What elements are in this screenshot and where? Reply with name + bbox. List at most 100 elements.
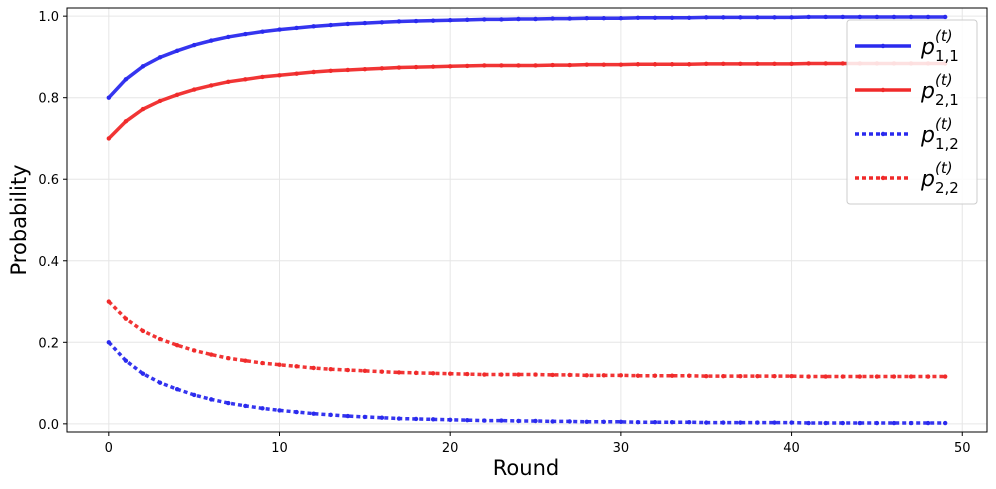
data-point: [516, 418, 521, 424]
x-axis-label: Round: [493, 456, 559, 480]
data-point: [704, 420, 709, 425]
data-point: [704, 61, 709, 67]
data-point: [157, 55, 163, 60]
data-point: [584, 373, 589, 378]
data-point: [447, 371, 453, 376]
data-point: [396, 19, 402, 24]
data-point: [447, 417, 453, 422]
data-point: [908, 420, 914, 426]
series-line: [107, 341, 946, 425]
data-point: [430, 64, 436, 69]
data-point: [857, 374, 863, 379]
data-point: [772, 15, 777, 20]
data-point: [823, 374, 828, 379]
data-point: [123, 119, 129, 124]
data-point: [840, 61, 845, 66]
data-point: [772, 373, 777, 379]
data-point: [806, 61, 811, 66]
data-point: [567, 16, 572, 21]
data-point: [294, 409, 299, 415]
data-point: [140, 64, 146, 69]
data-point: [755, 15, 760, 20]
data-point: [891, 14, 897, 20]
data-point: [550, 16, 555, 21]
data-point: [123, 358, 129, 363]
data-point: [465, 63, 470, 69]
data-point: [106, 299, 112, 304]
data-point: [277, 362, 282, 367]
data-point: [738, 61, 743, 67]
data-point: [499, 17, 504, 22]
series-line: [107, 61, 946, 140]
data-point: [328, 22, 333, 28]
data-point: [652, 15, 658, 20]
legend-marker: [880, 131, 886, 137]
data-point: [823, 420, 828, 426]
data-point: [243, 403, 248, 409]
data-point: [413, 64, 419, 70]
data-point: [345, 367, 350, 373]
data-point: [226, 400, 231, 406]
plot-frame: [66, 7, 988, 433]
data-point: [635, 62, 641, 67]
data-point: [738, 15, 743, 20]
data-point: [328, 367, 333, 372]
data-point: [806, 374, 811, 379]
data-point: [686, 15, 692, 20]
data-point: [772, 420, 777, 425]
data-point: [618, 373, 624, 378]
data-point: [260, 406, 265, 411]
legend-subscript: 1,2: [935, 135, 959, 153]
data-point: [874, 420, 880, 426]
data-point: [157, 98, 163, 104]
data-point: [738, 420, 743, 425]
y-tick-label: 0.8: [38, 92, 59, 107]
data-point: [465, 417, 470, 423]
data-point: [567, 62, 572, 68]
data-point: [669, 15, 675, 20]
x-tick-label: 30: [613, 441, 630, 456]
data-point: [550, 419, 555, 424]
data-point: [311, 69, 316, 75]
data-point: [686, 62, 692, 67]
data-point: [533, 372, 538, 377]
data-point: [465, 17, 470, 23]
data-point: [942, 14, 948, 20]
data-point: [584, 62, 589, 67]
data-point: [311, 411, 316, 416]
data-point: [601, 373, 607, 378]
data-point: [721, 373, 726, 379]
data-point: [260, 74, 265, 80]
data-point: [174, 386, 180, 392]
data-point: [686, 420, 692, 425]
data-point: [925, 420, 931, 426]
data-point: [430, 417, 436, 422]
data-point: [106, 95, 112, 100]
data-point: [755, 420, 760, 425]
data-point: [396, 416, 402, 421]
data-point: [174, 48, 180, 54]
data-point: [635, 373, 641, 378]
data-point: [874, 14, 880, 20]
data-point: [123, 316, 129, 321]
data-point: [379, 369, 385, 374]
data-point: [260, 360, 265, 366]
legend-marker: [880, 87, 886, 93]
data-point: [277, 73, 282, 78]
data-point: [191, 392, 197, 398]
x-tick-label: 10: [271, 441, 288, 456]
data-point: [618, 419, 624, 425]
data-point: [482, 63, 487, 68]
data-point: [294, 71, 299, 76]
data-point: [652, 420, 658, 425]
legend: p(t) 1,1p(t) 2,1p(t) 1,2p(t) 2,2: [846, 19, 978, 205]
data-point: [584, 15, 589, 21]
data-point: [499, 63, 504, 68]
legend-name: p: [920, 123, 935, 148]
data-point: [704, 373, 709, 379]
data-point: [396, 370, 402, 375]
data-point: [721, 420, 726, 425]
data-point: [362, 20, 368, 26]
data-point: [345, 21, 350, 27]
